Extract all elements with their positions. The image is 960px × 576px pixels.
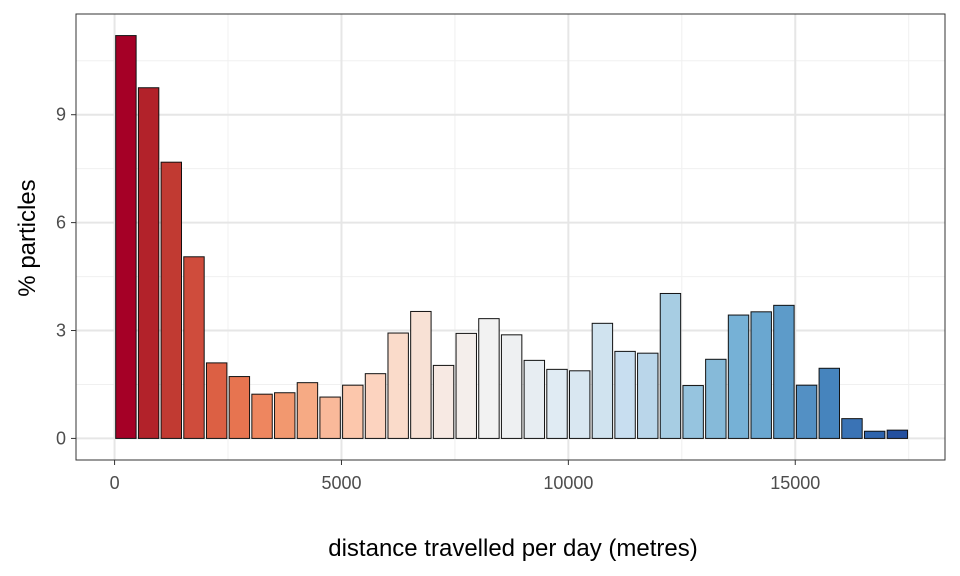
histogram-bar (568, 370, 591, 439)
histogram-bar (274, 392, 296, 439)
histogram-bar (410, 310, 432, 439)
histogram-bar (183, 256, 205, 439)
histogram-bar (205, 362, 228, 439)
histogram-bar (682, 385, 704, 439)
histogram-bar (387, 332, 409, 439)
histogram-bar (364, 373, 387, 439)
histogram-bar (637, 352, 659, 439)
histogram-bar (500, 334, 523, 439)
histogram-bar (455, 332, 477, 439)
x-tick-label: 5000 (321, 473, 361, 493)
histogram-bar (342, 384, 364, 439)
histogram-bar (818, 367, 840, 439)
histogram-bar (228, 376, 251, 439)
x-tick-label: 0 (110, 473, 120, 493)
histogram-bar (432, 364, 455, 439)
histogram-bar (523, 359, 546, 439)
tick-layer: 0 5000 10000 15000 0 3 6 9 (56, 105, 820, 493)
histogram-bar (705, 358, 727, 439)
histogram-bar (886, 429, 909, 439)
histogram-bar (591, 322, 614, 439)
histogram-bar (727, 314, 750, 439)
histogram-bar (115, 35, 137, 439)
histogram-bar (659, 292, 682, 439)
histogram-bar (478, 318, 500, 439)
y-tick-label: 6 (56, 213, 66, 233)
histogram-bar (773, 304, 795, 439)
y-axis-title: % particles (14, 179, 41, 296)
histogram-bar (546, 368, 568, 439)
histogram-bar (614, 350, 636, 439)
bar-layer (115, 35, 909, 439)
x-tick-label: 10000 (543, 473, 593, 493)
histogram-bar (160, 161, 183, 439)
histogram-bar (750, 311, 772, 439)
histogram-bar (863, 430, 886, 439)
y-tick-label: 0 (56, 428, 66, 448)
y-tick-label: 3 (56, 321, 66, 341)
x-tick-label: 15000 (770, 473, 820, 493)
x-axis-title: distance travelled per day (metres) (328, 535, 698, 562)
histogram-bar (841, 418, 863, 439)
y-tick-label: 9 (56, 105, 66, 125)
histogram-bar (319, 396, 341, 439)
histogram-bar (137, 87, 160, 439)
histogram-bar (296, 382, 319, 439)
histogram-bar (795, 384, 818, 439)
histogram-bar (251, 393, 273, 439)
panel-border (75, 13, 946, 461)
